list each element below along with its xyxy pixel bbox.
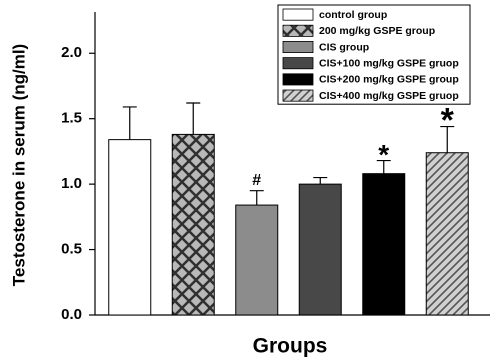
legend-swatch	[282, 24, 314, 37]
error-bar	[249, 190, 264, 206]
error-bar	[440, 125, 455, 153]
bar	[298, 183, 342, 316]
y-axis-label: Testosterone in serum (ng/ml)	[9, 44, 28, 286]
error-bar	[313, 176, 328, 185]
y-tick-label: 2.0	[61, 44, 82, 61]
error-bar	[186, 102, 201, 135]
error-bar	[122, 106, 137, 140]
legend-swatch	[282, 8, 314, 21]
bar	[235, 204, 279, 316]
legend-swatch	[282, 57, 314, 70]
legend-label: CIS+400 mg/kg GSPE gruop	[319, 90, 459, 102]
bar	[171, 133, 215, 316]
y-tick-label: 1.0	[61, 175, 82, 192]
legend-label: 200 mg/kg GSPE group	[319, 25, 435, 37]
x-axis-label: Groups	[253, 335, 328, 358]
bar	[362, 173, 406, 316]
legend-swatch	[282, 41, 314, 54]
significance-mark: *	[441, 102, 455, 140]
legend-box	[277, 4, 471, 105]
legend-label: CIS group	[319, 41, 369, 53]
legend-label: CIS+100 mg/kg GSPE gruop	[319, 57, 459, 69]
y-tick-label: 0.0	[61, 306, 82, 323]
y-tick-label: 1.5	[61, 110, 82, 127]
y-tick-label: 0.5	[61, 241, 82, 258]
error-bar	[376, 159, 391, 174]
legend-swatch	[282, 73, 314, 86]
significance-mark: #	[252, 172, 261, 189]
bar	[108, 139, 152, 316]
legend-label: CIS+200 mg/kg GSPE group	[319, 74, 459, 86]
significance-mark: *	[378, 139, 389, 170]
bar	[425, 152, 469, 316]
legend-label: control group	[319, 9, 387, 21]
legend-swatch	[282, 89, 314, 102]
